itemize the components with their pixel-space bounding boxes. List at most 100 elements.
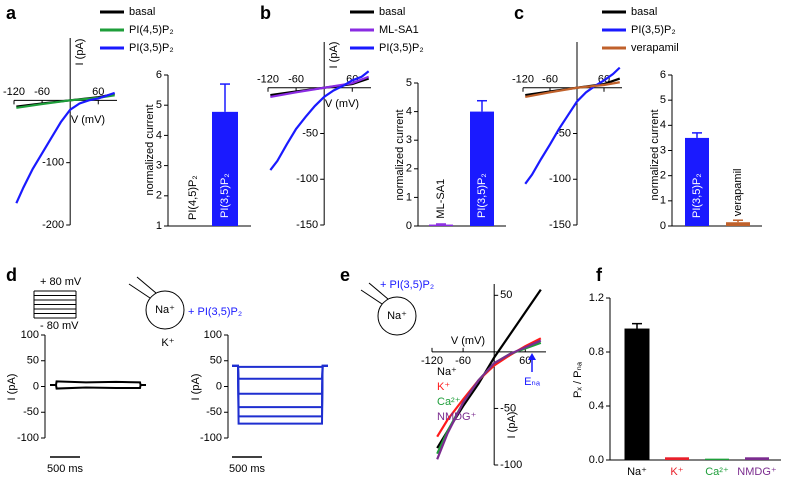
y-axis-label: normalized current [144,104,156,195]
pipette [368,282,389,300]
category-label: PI(4,5)P₂ [187,175,199,220]
current-trace [232,364,328,418]
x-tick-label: -60 [542,74,558,86]
y-axis-label: Pₓ / Pₙₐ [572,361,584,398]
iv-trace [436,339,542,460]
x-tick-label: -60 [455,355,471,367]
legend-label: basal [129,6,155,18]
y-tick-label: 2 [156,190,162,202]
bar [745,457,769,460]
y-axis-label: normalized current [649,109,661,200]
x-tick-label: -60 [288,74,304,86]
x-axis-label: V (mV) [451,335,485,347]
category-label: Ca²⁺ [705,466,729,478]
legend-label: ML-SA1 [379,24,419,36]
x-tick-label: -120 [3,86,25,98]
y-axis-label: I (pA) [328,42,340,69]
current-trace [232,364,328,395]
y-tick-label: -100 [549,173,571,185]
bar [685,137,709,226]
cell [145,290,185,330]
y-tick-label: 4 [406,106,412,118]
legend-label: basal [379,6,405,18]
y-tick-label: 4 [660,119,666,131]
y-axis-label: I (pA) [74,39,86,66]
x-tick-label: -120 [421,355,443,367]
cell-label: Na⁺ [387,310,407,322]
iv-trace [524,66,621,185]
scale-bar-label: 500 ms [47,463,84,475]
bar [470,111,494,226]
category-label: Na⁺ [627,466,647,478]
x-axis-label: V (mV) [325,98,359,110]
pipette [128,283,151,299]
y-tick-label: 50 [27,355,39,367]
y-tick-label: 0 [33,380,39,392]
category-label: ML-SA1 [435,179,447,219]
legend-label: PI(3,5)P₂ [379,42,424,54]
arrow-head [528,353,536,360]
legend-label: PI(3,5)P₂ [129,42,174,54]
y-tick-label: -50 [206,406,222,418]
legend-label: verapamil [631,42,679,54]
y-tick-label: -100 [200,432,222,444]
y-tick-label: 0 [406,220,412,232]
y-tick-label: 100 [21,329,39,341]
y-tick-label: -100 [500,459,522,471]
y-tick-label: -200 [42,219,64,231]
current-trace [50,383,146,390]
y-axis-label: normalized current [394,109,406,200]
current-trace [232,364,328,425]
scale-bar-label: 500 ms [229,463,266,475]
category-label: NMDG⁺ [737,466,777,478]
y-tick-label: 5 [660,94,666,106]
y-tick-label: 50 [500,289,512,301]
y-tick-label: 1 [406,191,412,203]
panel-label: d [6,265,17,285]
y-tick-label: 5 [156,99,162,111]
legend-label: Na⁺ [437,366,457,378]
iv-trace [15,91,116,204]
y-tick-label: 0.0 [589,454,604,466]
y-tick-label: 1 [156,220,162,232]
panel-label: e [340,265,350,285]
treatment: + PI(3,5)P₂ [380,279,434,291]
panel-label: c [514,3,524,23]
y-tick-label: 50 [210,355,222,367]
category-label: PI(3,5)P₂ [476,173,488,218]
y-tick-label: -50 [23,406,39,418]
iv-trace [270,75,370,98]
legend-label: PI(3,5)P₂ [631,24,676,36]
y-tick-label: 2 [406,163,412,175]
pipette [360,289,383,305]
y-tick-label: 5 [406,77,412,89]
y-tick-label: -50 [302,127,318,139]
x-tick-label: -120 [512,74,534,86]
cell [377,296,417,336]
y-tick-label: -50 [500,402,516,414]
legend-label: basal [631,6,657,18]
y-tick-label: -100 [17,432,39,444]
iv-trace [525,81,620,98]
y-axis-label: I (pA) [190,374,202,401]
current-trace [232,364,328,368]
legend-label: NMDG⁺ [437,411,477,423]
y-tick-label: 100 [204,329,222,341]
y-tick-label: -150 [296,219,318,231]
x-tick-label: -120 [257,74,279,86]
y-tick-label: 0 [660,220,666,232]
x-axis-label: V (mV) [71,114,105,126]
y-axis-label: I (pA) [506,412,518,439]
y-tick-label: -100 [42,157,64,169]
y-tick-label: 4 [156,129,162,141]
bar [705,458,729,460]
bar [624,328,650,461]
y-tick-label: 6 [660,69,666,81]
y-tick-label: 6 [156,69,162,81]
category-label: K⁺ [670,466,683,478]
x-tick-label: 60 [519,355,531,367]
y-tick-label: 1 [660,195,666,207]
y-tick-label: 1.2 [589,292,604,304]
legend-label: K⁺ [437,381,450,393]
